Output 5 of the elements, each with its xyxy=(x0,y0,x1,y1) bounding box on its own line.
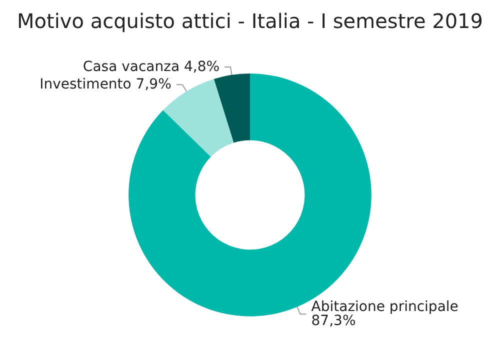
slice-label: Investimento 7,9% xyxy=(40,76,172,93)
slice-label: Abitazione principale xyxy=(311,299,463,316)
chart-title: Motivo acquisto attici - Italia - I semestre 2019 xyxy=(16,9,484,33)
slice-label: Casa vacanza 4,8% xyxy=(82,59,220,75)
data-label: 87,3% xyxy=(311,313,356,330)
